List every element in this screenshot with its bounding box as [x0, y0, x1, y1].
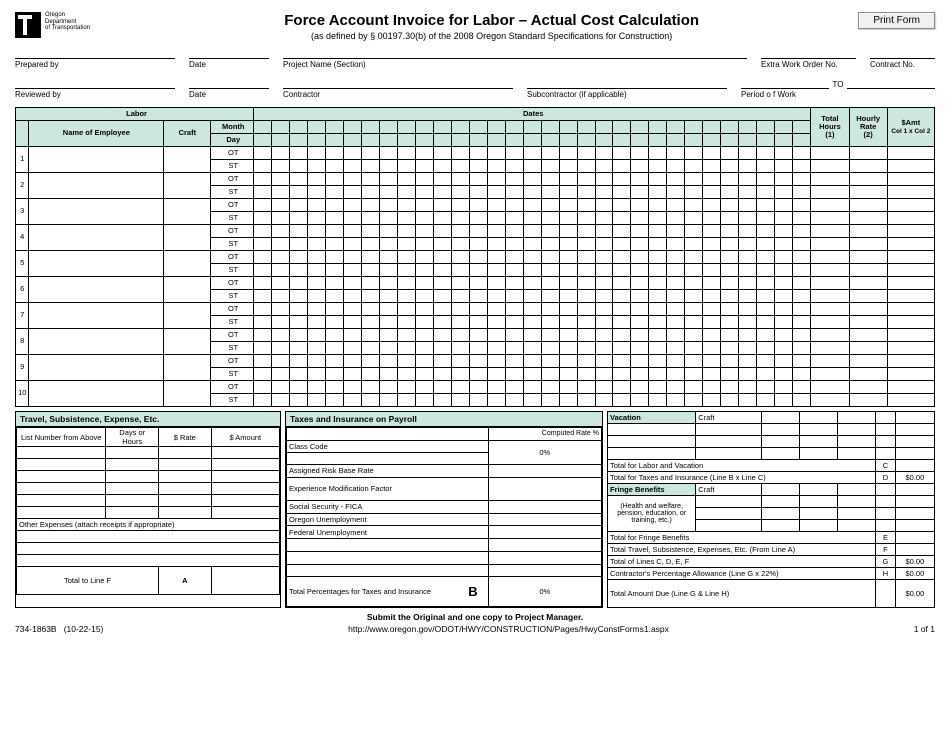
- agency-name: Oregon Department of Transportation: [45, 12, 90, 32]
- letter-c: C: [876, 460, 896, 472]
- travel-title: Travel, Subsistence, Expense, Etc.: [16, 412, 280, 427]
- page-subtitle: (as defined by § 00197.30(b) of the 2008…: [125, 31, 858, 41]
- taxes-total-label: Total Percentages for Taxes and Insuranc…: [289, 587, 460, 596]
- label-reviewed-by: Reviewed by: [15, 90, 175, 99]
- total-fringe: Total for Fringe Benefits: [608, 532, 876, 544]
- vacation-craft: Craft: [696, 412, 761, 424]
- total-due: Total Amount Due (Line G & Line H): [608, 580, 876, 608]
- taxes-pct: 0%: [488, 577, 601, 607]
- label-extra-wo: Extra Work Order No.: [761, 60, 856, 69]
- footer-url: http://www.oregon.gov/ODOT/HWY/CONSTRUCT…: [348, 624, 669, 634]
- submit-instruction: Submit the Original and one copy to Proj…: [15, 612, 935, 622]
- travel-other: Other Expenses (attach receipts if appro…: [17, 519, 280, 531]
- taxes-assigned: Assigned Risk Base Rate: [287, 465, 489, 478]
- taxes-letter-b: B: [460, 584, 485, 599]
- label-to: TO: [833, 80, 844, 89]
- taxes-fu: Federal Unemployment: [287, 526, 489, 539]
- letter-h: H: [876, 568, 896, 580]
- total-taxes-ins: Total for Taxes and Insurance (Line B x …: [608, 472, 876, 484]
- contractor-pct: Contractor's Percentage Allowance (Line …: [608, 568, 876, 580]
- form-number: 734-1863B: [15, 624, 57, 634]
- travel-letter-a: A: [159, 567, 212, 595]
- total-labor-vacation: Total for Labor and Vacation: [608, 460, 876, 472]
- vacation-title: Vacation: [608, 412, 696, 424]
- letter-f: F: [876, 544, 896, 556]
- taxes-class-code: Class Code: [287, 440, 489, 453]
- total-cdef: Total of Lines C, D, E, F: [608, 556, 876, 568]
- taxes-title: Taxes and Insurance on Payroll: [286, 412, 602, 427]
- page-title: Force Account Invoice for Labor – Actual…: [125, 12, 858, 29]
- letter-e: E: [876, 532, 896, 544]
- page-number: 1 of 1: [914, 624, 935, 634]
- agency-logo: Oregon Department of Transportation: [15, 12, 125, 38]
- travel-h2: Days or Hours: [106, 428, 159, 447]
- form-date: (10-22-15): [64, 624, 104, 634]
- travel-h4: $ Amount: [211, 428, 279, 447]
- travel-h1: List Number from Above: [17, 428, 106, 447]
- letter-g: G: [876, 556, 896, 568]
- label-date-2: Date: [189, 90, 269, 99]
- fringe-title: Fringe Benefits: [608, 484, 696, 496]
- fringe-sub: (Health and welfare, pension, education,…: [608, 496, 696, 532]
- letter-d: D: [876, 472, 896, 484]
- total-tse: Total Travel, Subsistence, Expenses, Etc…: [608, 544, 876, 556]
- label-subcontractor: Subcontractor (if applicable): [527, 90, 727, 99]
- fringe-craft: Craft: [696, 484, 761, 496]
- labor-grid: LaborDatesTotal Hours(1)Hourly Rate(2)$A…: [15, 107, 935, 407]
- amt-h: $0.00: [895, 568, 934, 580]
- travel-total-label: Total to Line F: [17, 567, 159, 595]
- taxes-zero-1: 0%: [488, 440, 601, 464]
- label-prepared-by: Prepared by: [15, 60, 175, 69]
- print-form-button[interactable]: Print Form: [858, 12, 935, 29]
- travel-h3: $ Rate: [159, 428, 212, 447]
- amt-g: $0.00: [895, 556, 934, 568]
- label-contractor: Contractor: [283, 90, 513, 99]
- label-project: Project Name (Section): [283, 60, 747, 69]
- amt-d: $0.00: [895, 472, 934, 484]
- label-period: Period o f Work: [741, 90, 935, 99]
- taxes-computed-label: Computed Rate %: [488, 428, 601, 441]
- taxes-ss: Social Security - FICA: [287, 501, 489, 514]
- label-contract: Contract No.: [870, 60, 935, 69]
- amt-total: $0.00: [895, 580, 934, 608]
- label-date-1: Date: [189, 60, 269, 69]
- taxes-ou: Oregon Unemployment: [287, 513, 489, 526]
- taxes-exp-mod: Experience Modification Factor: [287, 477, 489, 500]
